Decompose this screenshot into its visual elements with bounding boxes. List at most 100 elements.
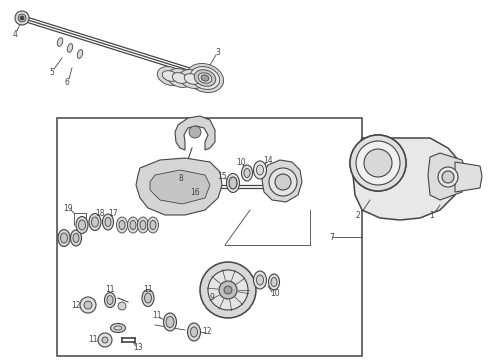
Ellipse shape [71, 230, 81, 246]
Ellipse shape [57, 38, 63, 46]
Ellipse shape [76, 216, 88, 234]
Circle shape [442, 171, 454, 183]
Circle shape [15, 11, 29, 25]
Ellipse shape [105, 217, 111, 226]
Ellipse shape [256, 275, 264, 285]
Polygon shape [353, 138, 462, 220]
Circle shape [269, 168, 297, 196]
Ellipse shape [229, 177, 237, 189]
Ellipse shape [253, 161, 267, 179]
Ellipse shape [140, 220, 146, 230]
Circle shape [200, 262, 256, 318]
Ellipse shape [145, 293, 151, 303]
Circle shape [350, 135, 406, 191]
Text: 14: 14 [263, 156, 273, 165]
Ellipse shape [78, 220, 85, 230]
Ellipse shape [164, 313, 176, 331]
Text: 10: 10 [270, 289, 280, 298]
Ellipse shape [138, 217, 148, 233]
Ellipse shape [167, 68, 193, 87]
Ellipse shape [117, 217, 127, 233]
Ellipse shape [191, 327, 197, 337]
Ellipse shape [186, 63, 223, 93]
Circle shape [350, 135, 406, 191]
Circle shape [364, 149, 392, 177]
Ellipse shape [188, 323, 200, 341]
Ellipse shape [111, 324, 125, 333]
Text: 12: 12 [71, 301, 81, 310]
Circle shape [20, 16, 24, 20]
Text: 4: 4 [13, 30, 18, 39]
Text: 18: 18 [95, 208, 105, 217]
Text: 11: 11 [143, 284, 153, 293]
Text: 8: 8 [179, 174, 183, 183]
Ellipse shape [244, 168, 250, 177]
Bar [57, 118, 362, 356]
Polygon shape [175, 116, 215, 150]
Ellipse shape [198, 73, 212, 83]
Circle shape [356, 141, 400, 185]
Ellipse shape [92, 217, 98, 227]
Circle shape [356, 141, 400, 185]
Text: 19: 19 [63, 203, 73, 212]
Circle shape [84, 301, 92, 309]
Ellipse shape [201, 75, 209, 81]
Circle shape [80, 297, 96, 313]
Polygon shape [428, 153, 468, 200]
Text: 15: 15 [217, 171, 227, 180]
Text: 16: 16 [190, 188, 200, 197]
Ellipse shape [162, 71, 178, 81]
Text: 5: 5 [49, 68, 54, 77]
Ellipse shape [242, 165, 252, 181]
Circle shape [102, 337, 108, 343]
Ellipse shape [157, 67, 183, 85]
Ellipse shape [142, 289, 154, 306]
Text: 9: 9 [210, 292, 215, 302]
Text: 11: 11 [105, 285, 115, 294]
Text: 10: 10 [236, 158, 246, 166]
Ellipse shape [73, 234, 79, 243]
Text: 12: 12 [202, 328, 212, 337]
Ellipse shape [271, 278, 277, 287]
Text: 7: 7 [330, 233, 335, 242]
Polygon shape [455, 162, 482, 192]
Circle shape [438, 167, 458, 187]
Text: 13: 13 [133, 343, 143, 352]
Text: 2: 2 [356, 211, 360, 220]
Text: 11: 11 [88, 336, 98, 345]
Circle shape [189, 126, 201, 138]
Polygon shape [262, 160, 302, 202]
Ellipse shape [127, 217, 139, 233]
Ellipse shape [226, 174, 240, 193]
Ellipse shape [256, 165, 264, 175]
Ellipse shape [67, 44, 73, 52]
Circle shape [364, 149, 392, 177]
Ellipse shape [119, 220, 125, 230]
Ellipse shape [147, 217, 158, 233]
Circle shape [219, 281, 237, 299]
Text: 3: 3 [216, 48, 220, 57]
Ellipse shape [253, 271, 267, 289]
Circle shape [18, 14, 26, 22]
Ellipse shape [194, 70, 216, 86]
Circle shape [118, 302, 126, 310]
Polygon shape [136, 158, 222, 215]
Circle shape [224, 286, 232, 294]
Ellipse shape [107, 296, 113, 305]
Ellipse shape [89, 213, 101, 230]
Ellipse shape [179, 69, 205, 89]
Ellipse shape [166, 316, 174, 328]
Ellipse shape [269, 274, 279, 290]
Ellipse shape [58, 230, 70, 247]
Text: 1: 1 [430, 211, 434, 220]
Polygon shape [150, 170, 210, 204]
Ellipse shape [130, 220, 136, 230]
Text: 11: 11 [152, 311, 162, 320]
Ellipse shape [102, 214, 114, 230]
Ellipse shape [150, 220, 156, 230]
Circle shape [275, 174, 291, 190]
Circle shape [208, 270, 248, 310]
Ellipse shape [104, 292, 116, 307]
Ellipse shape [190, 67, 220, 89]
Ellipse shape [172, 73, 188, 83]
